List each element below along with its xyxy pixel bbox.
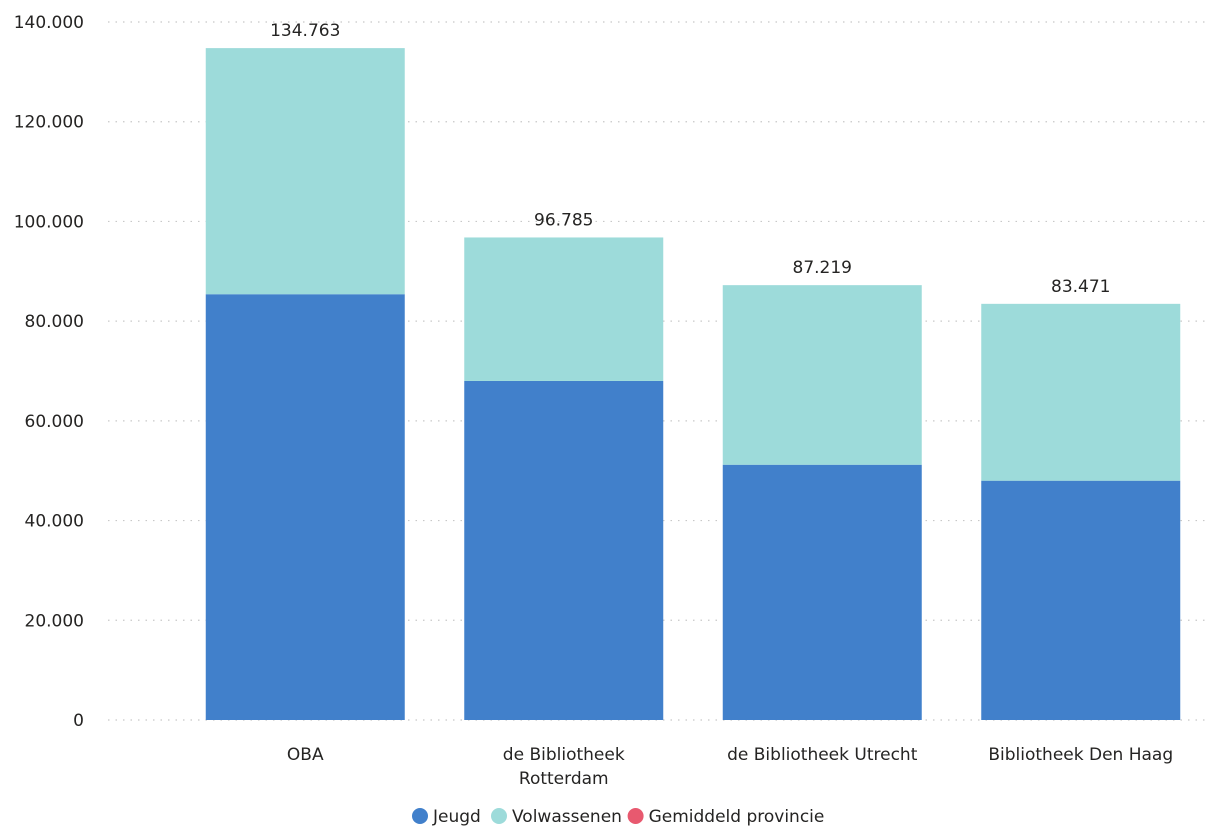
legend-marker (491, 808, 507, 824)
x-tick-label: Bibliotheek Den Haag (988, 745, 1173, 765)
y-tick-label: 100.000 (14, 212, 84, 232)
x-axis: OBA de Bibliotheek Rotterdam de Bibliotheek… (287, 745, 1173, 789)
bar-volwassenen (205, 48, 405, 295)
bar-jeugd (722, 464, 922, 720)
bar-jeugd (981, 480, 1181, 720)
legend-item: Jeugd (412, 807, 481, 827)
legend-item: Volwassenen (491, 807, 622, 827)
bar-volwassenen (722, 285, 922, 465)
y-tick-label: 20.000 (25, 611, 84, 631)
x-tick-label: OBA (287, 745, 324, 765)
bar-jeugd (464, 380, 664, 720)
total-data-label: 83.471 (1051, 277, 1110, 297)
y-axis: 0 20.000 40.000 60.000 80.000 100.000 120.000 1… (14, 13, 84, 731)
y-tick-label: 60.000 (25, 412, 84, 432)
y-tick-label: 0 (73, 711, 84, 731)
x-tick-label: de Bibliotheek Utrecht (727, 745, 918, 765)
total-data-label: 134.763 (270, 21, 340, 41)
legend-label: Volwassenen (512, 807, 622, 827)
x-tick-label: Rotterdam (519, 769, 609, 789)
bar-volwassenen (981, 303, 1181, 481)
y-tick-label: 120.000 (14, 113, 84, 133)
legend-label: Gemiddeld provincie (649, 807, 825, 827)
x-tick-label: de Bibliotheek (503, 745, 625, 765)
y-tick-label: 140.000 (14, 13, 84, 33)
legend-item: Gemiddeld provincie (627, 807, 825, 827)
y-tick-label: 80.000 (25, 312, 84, 332)
total-data-label: 87.219 (793, 258, 852, 278)
bar-volwassenen (464, 237, 664, 381)
bars (205, 48, 1181, 720)
legend-marker (627, 808, 644, 824)
legend: Jeugd Volwassenen Gemiddeld provincie (412, 807, 824, 827)
legend-label: Jeugd (432, 807, 481, 827)
total-data-label: 96.785 (534, 210, 593, 230)
y-tick-label: 40.000 (25, 512, 84, 532)
data-labels: 134.763 96.785 87.219 83.471 (270, 21, 1110, 297)
bar-jeugd (205, 294, 405, 720)
legend-marker (412, 808, 428, 824)
